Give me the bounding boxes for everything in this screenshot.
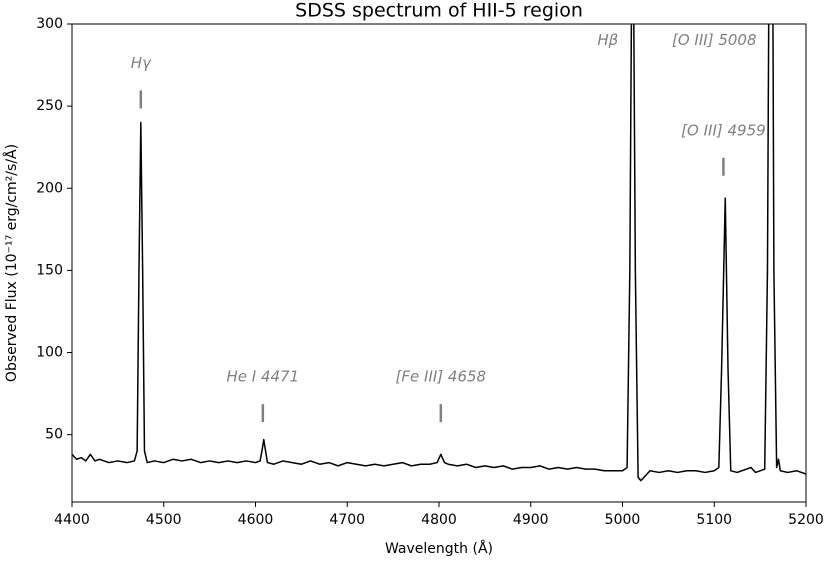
- annotation-label: He I 4471: [227, 368, 300, 386]
- y-tick-label: 150: [36, 262, 63, 278]
- chart-title: SDSS spectrum of HII-5 region: [295, 0, 583, 22]
- annotation-label: [O III] 4959: [681, 121, 766, 139]
- spectrum-line: [72, 24, 806, 482]
- y-tick-label: 100: [36, 345, 63, 361]
- x-tick-label: 5000: [605, 512, 641, 528]
- plot-frame: [71, 23, 807, 503]
- y-axis-label: Observed Flux (10⁻¹⁷ erg/cm²/s/Å): [3, 144, 20, 382]
- y-tick-label: 250: [36, 98, 63, 114]
- x-tick-label: 4700: [329, 512, 365, 528]
- x-tick-label: 4400: [54, 512, 90, 528]
- x-axis-label: Wavelength (Å): [385, 540, 493, 557]
- x-tick-label: 4600: [238, 512, 274, 528]
- annotation-label: [O III] 5008: [672, 31, 757, 49]
- annotation-label: [Fe III] 4658: [396, 368, 487, 386]
- y-tick-label: 50: [45, 427, 63, 443]
- x-tick-label: 4800: [421, 512, 457, 528]
- annotation-label: Hγ: [131, 54, 152, 72]
- annotation-label: Hβ: [597, 31, 618, 49]
- x-tick-label: 4500: [146, 512, 182, 528]
- x-tick-label: 4900: [513, 512, 549, 528]
- y-tick-label: 200: [36, 180, 63, 196]
- y-tick-label: 300: [36, 16, 63, 32]
- x-tick-label: 5200: [788, 512, 824, 528]
- x-tick-label: 5100: [696, 512, 732, 528]
